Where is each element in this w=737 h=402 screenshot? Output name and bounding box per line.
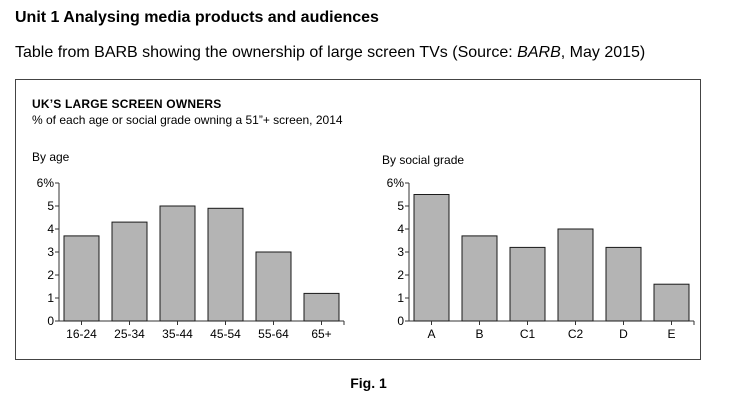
age-category-label: 25-34 [114,327,145,341]
grade-category-label: B [475,327,483,341]
age-category-label: 65+ [311,327,331,341]
chart-panel [15,79,701,360]
page-heading: Unit 1 Analysing media products and audi… [15,9,379,26]
grade-bar [461,235,498,322]
grade-category-label: C2 [568,327,584,341]
grade-category-label: E [667,327,675,341]
grade-bar [605,246,642,322]
grade-bar [557,228,594,322]
grade-category-label: D [619,327,628,341]
age-bar [111,221,148,322]
grade-y-tick-label: 2 [397,268,404,282]
chart-source-description: Table from BARB showing the ownership of… [15,44,645,62]
grade-category-label: C1 [520,327,536,341]
age-category-label: 55-64 [258,327,289,341]
age-y-tick-label: 0 [47,314,54,328]
age-y-tick-label: 5 [47,199,54,213]
grade-bar [653,283,690,322]
age-y-tick-label: 6% [37,176,55,190]
grade-y-tick-label: 0 [397,314,404,328]
age-bar [207,207,244,322]
age-category-label: 45-54 [210,327,241,341]
age-bar [303,292,340,322]
source-suffix: , May 2015) [560,44,646,61]
age-chart-title: By age [32,150,70,164]
grade-y-tick-label: 1 [397,291,404,305]
figure-caption: Fig. 1 [350,375,387,391]
grade-category-label: A [427,327,435,341]
age-category-label: 16-24 [66,327,97,341]
age-bar [255,251,292,322]
age-y-tick-label: 4 [47,222,54,236]
grade-y-tick-label: 6% [387,176,405,190]
source-name: BARB [517,44,561,61]
age-bar [63,235,100,322]
age-y-tick-label: 2 [47,268,54,282]
grade-bar [413,194,450,322]
age-y-tick-label: 1 [47,291,54,305]
grade-y-tick-label: 3 [397,245,404,259]
age-category-label: 35-44 [162,327,193,341]
grade-y-tick-label: 4 [397,222,404,236]
chart-panel-title: UK’S LARGE SCREEN OWNERS [32,97,222,111]
source-prefix: Table from BARB showing the ownership of… [15,44,518,61]
age-y-tick-label: 3 [47,245,54,259]
age-bar [159,205,196,322]
grade-bar [509,246,546,322]
chart-panel-subtitle: % of each age or social grade owning a 5… [32,113,343,127]
social-grade-chart-title: By social grade [382,153,465,167]
grade-y-tick-label: 5 [397,199,404,213]
